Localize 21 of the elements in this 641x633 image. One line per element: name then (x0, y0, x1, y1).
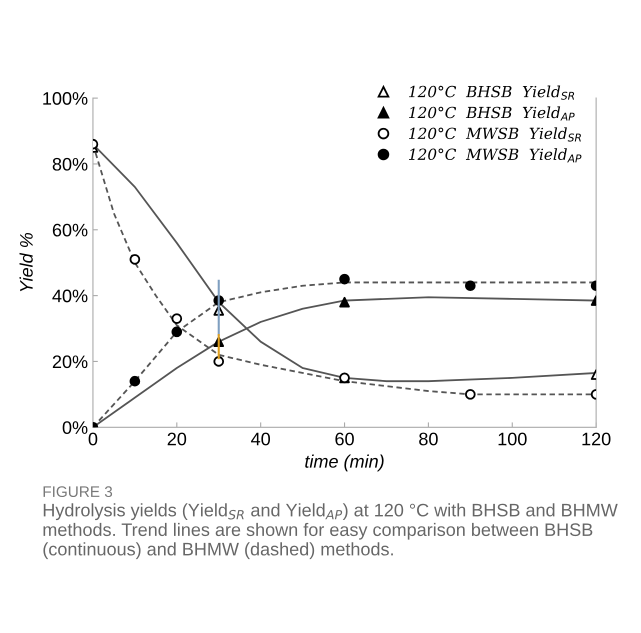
legend-label: 120°C MWSB Yield$_{SR}$ (408, 127, 581, 142)
legend-label: 120°C BHSB Yield$_{AP}$ (408, 106, 575, 121)
x-axis-title: time (min) (305, 454, 384, 472)
legend-label: 120°C BHSB Yield$_{SR}$ (408, 86, 574, 100)
y-axis-title: Yield % (20, 233, 33, 292)
x-tick-label: 0 (88, 432, 98, 446)
x-tick-label: 60 (335, 432, 354, 446)
text: Hydrolysis yields (Yield$_{SR}$ and Yield$_{AP}$) at 120 °C with BHSB and BHMW methods. Trend lines are shown for easy comparison between BHSB (continuous) and BHMW (dashed) methods. (43, 503, 618, 560)
y-tick-label: 100% (43, 92, 88, 105)
y-tick-label: 60% (52, 224, 88, 236)
caption: FIGURE 3 (44, 486, 112, 498)
x-tick-label: 120 (582, 432, 610, 446)
y-tick-label: 40% (52, 290, 88, 302)
y-tick-label: 80% (52, 158, 88, 171)
y-tick-label: 0% (62, 421, 88, 434)
legend-label: 120°C MWSB Yield$_{AP}$ (408, 148, 582, 162)
x-tick-label: 20 (168, 432, 186, 446)
x-tick-label: 40 (251, 432, 270, 446)
x-tick-label: 80 (419, 432, 438, 446)
x-tick-label: 100 (498, 432, 527, 446)
y-tick-label: 20% (52, 355, 88, 368)
